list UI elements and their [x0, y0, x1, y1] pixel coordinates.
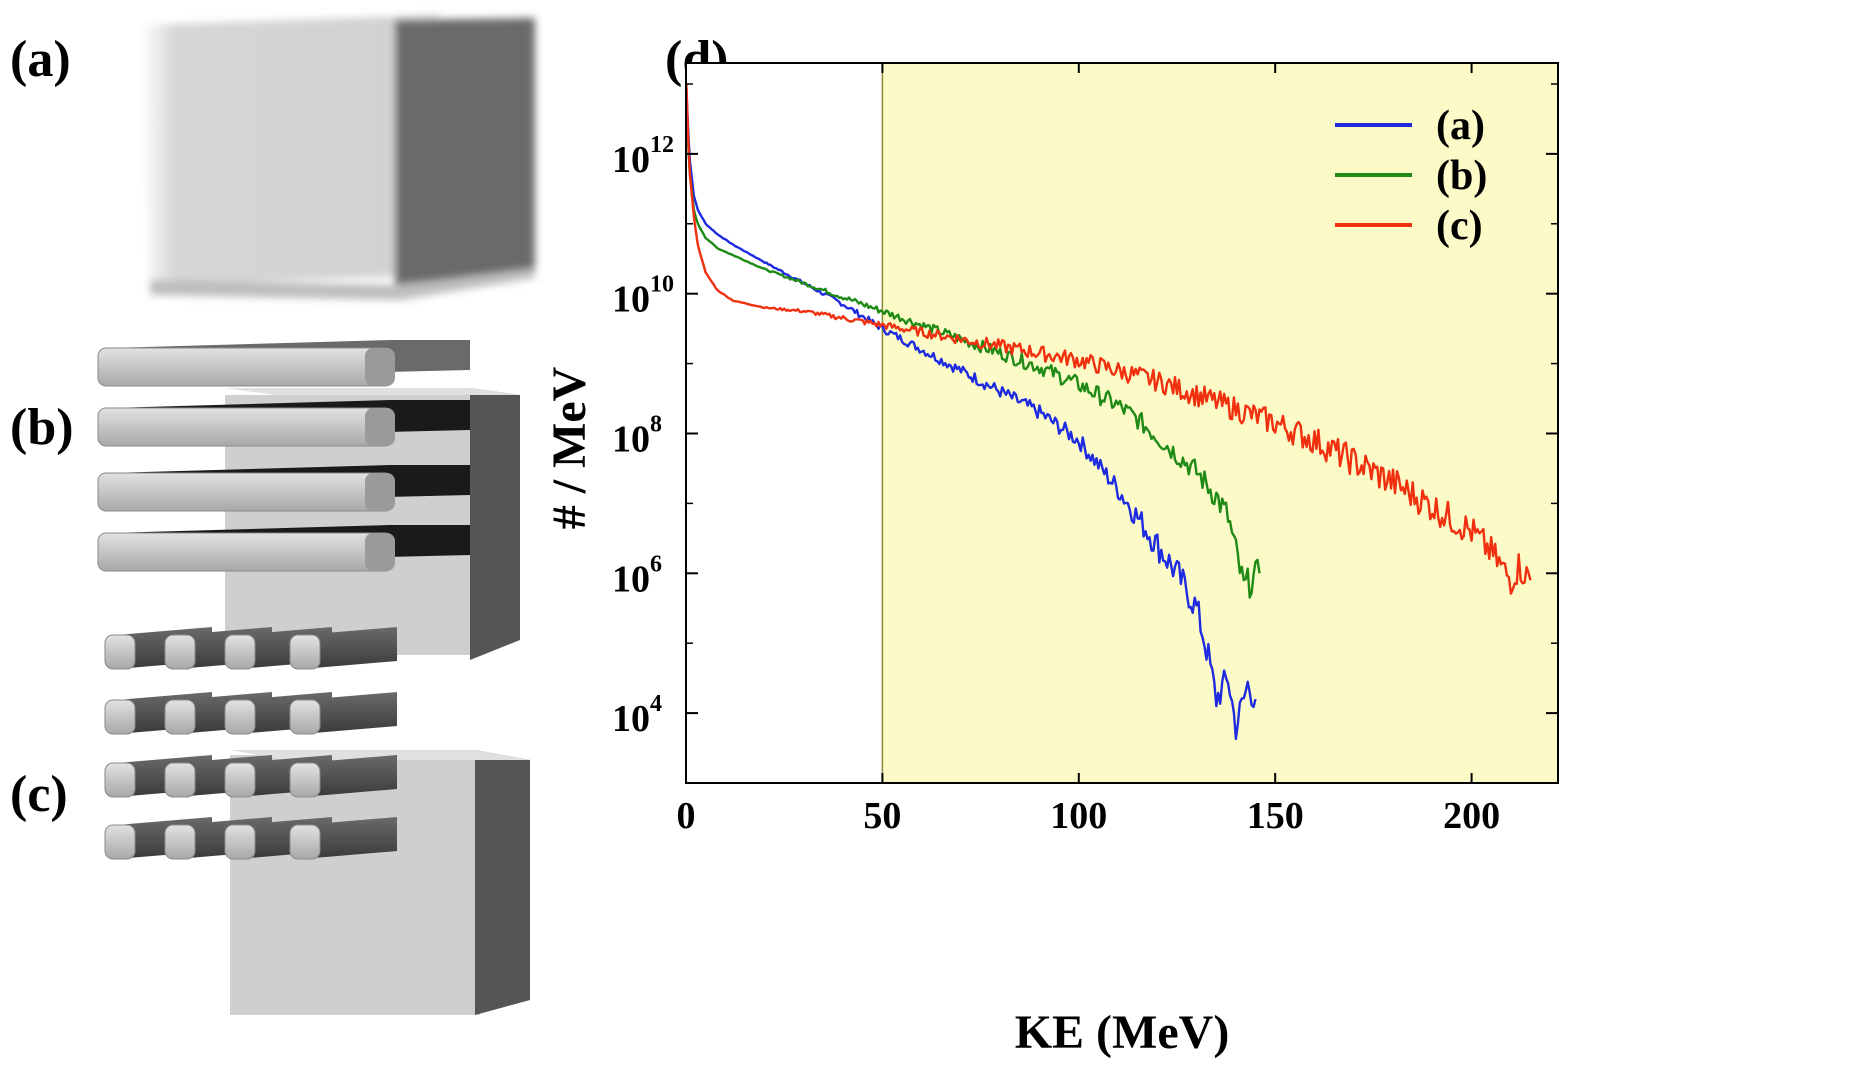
y-tick-label: 1012 — [612, 132, 674, 181]
plate — [97, 525, 470, 572]
panel-a-solid-block — [140, 15, 535, 300]
plate — [97, 340, 470, 387]
plot-frame — [685, 62, 1559, 784]
plate — [97, 400, 470, 447]
series-line — [685, 90, 1257, 741]
rod — [289, 817, 397, 860]
legend-label: (c) — [1436, 203, 1483, 249]
panel-a-label: (a) — [10, 31, 71, 88]
panel-c-rods — [104, 627, 397, 860]
x-tick-label: 200 — [1443, 795, 1500, 837]
panel-c-rod-structure — [230, 750, 530, 1015]
rod — [289, 755, 397, 798]
x-tick-label: 150 — [1247, 795, 1304, 837]
legend: (a)(b)(c) — [1335, 103, 1487, 249]
plate — [97, 465, 470, 512]
panel-b-plates — [97, 340, 470, 572]
x-axis-title: KE (MeV) — [1015, 1006, 1230, 1059]
y-tick-label: 1010 — [612, 272, 674, 321]
legend-label: (a) — [1436, 103, 1485, 149]
x-tick-label: 50 — [863, 795, 901, 837]
panel-c-label: (c) — [10, 766, 68, 823]
legend-entry: (c) — [1335, 203, 1483, 249]
y-axis-title: # / MeV — [543, 366, 596, 529]
legend-entry: (a) — [1335, 103, 1485, 149]
x-tick-label: 100 — [1050, 795, 1107, 837]
x-tick-label: 0 — [677, 795, 696, 837]
y-tick-label: 106 — [612, 551, 662, 600]
legend-label: (b) — [1436, 153, 1487, 199]
highlight-region — [882, 63, 1558, 783]
panel-b-label: (b) — [10, 399, 74, 456]
series-line — [685, 84, 1532, 595]
rod — [289, 692, 397, 735]
y-tick-label: 104 — [612, 691, 662, 740]
structure-illustrations — [97, 15, 535, 1015]
series-layer — [685, 84, 1532, 741]
ticks-layer: 0 50 100 150 200 1012 1010 108 106 104 — [612, 63, 1558, 837]
legend-entry: (b) — [1335, 153, 1487, 199]
y-tick-label: 108 — [612, 411, 662, 460]
rod — [289, 627, 397, 670]
